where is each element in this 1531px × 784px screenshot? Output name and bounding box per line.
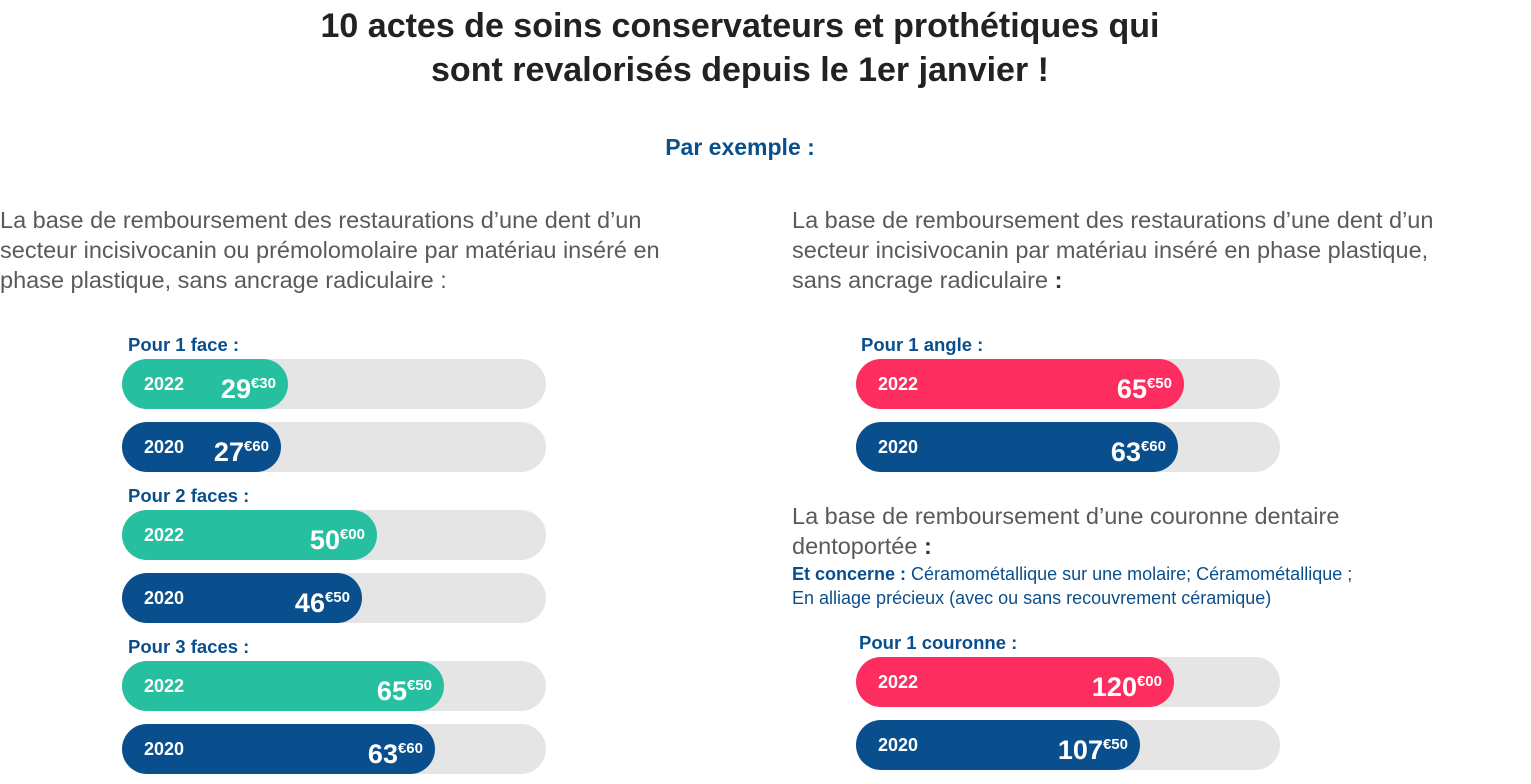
right-description-colon: : (1048, 267, 1063, 293)
bar-year-label: 2020 (878, 437, 919, 457)
bar-2022: 2022 65€50 (122, 661, 444, 711)
bar-track: 2020 27€60 (122, 422, 546, 472)
bar-value-cents: €50 (324, 589, 350, 606)
bar-value-cents: €50 (1146, 375, 1172, 392)
bar-value-cents: €60 (243, 438, 269, 455)
bar-value-label: 46€50 (295, 573, 350, 633)
bar-track: 2022 50€00 (122, 510, 546, 560)
bar-value-integer: 63 (1110, 437, 1141, 467)
crown-note-line-2: En alliage précieux (avec ou sans recouv… (792, 588, 1272, 608)
bar-value-label: 65€50 (377, 661, 432, 721)
title-line-2: sont revalorisés depuis le 1er janvier ! (431, 51, 1049, 89)
crown-note-label: Et concerne : (792, 564, 907, 584)
group-label: Pour 3 faces : (128, 636, 250, 657)
bar-track: 2020 63€60 (122, 724, 546, 774)
bar-value-label: 29€30 (221, 359, 276, 419)
bar-value-integer: 120 (1091, 672, 1137, 702)
bar-year-label: 2022 (144, 374, 185, 394)
bar-year-label: 2022 (144, 676, 185, 696)
bar-2020: 2020 63€60 (856, 422, 1178, 472)
crown-description: La base de remboursement d’une couronne … (792, 501, 1339, 561)
bar-2022: 2022 50€00 (122, 510, 377, 560)
bar-value-cents: €50 (406, 677, 432, 694)
bar-2020: 2020 27€60 (122, 422, 281, 472)
bar-value-label: 50€00 (310, 510, 365, 570)
right-description-line-2: secteur incisivocanin par matériau insér… (792, 237, 1429, 263)
group-label: Pour 1 couronne : (859, 632, 1018, 653)
bar-track: 2020 107€50 (856, 720, 1280, 770)
bar-value-label: 27€60 (214, 422, 269, 482)
page-title: 10 actes de soins conservateurs et proth… (0, 4, 1480, 92)
bar-value-cents: €00 (1136, 673, 1162, 690)
bar-2020: 2020 46€50 (122, 573, 362, 623)
group-label: Pour 1 face : (128, 334, 240, 355)
bar-track: 2022 65€50 (122, 661, 546, 711)
bar-year-label: 2022 (144, 525, 185, 545)
bar-year-label: 2022 (878, 374, 919, 394)
bar-value-label: 120€00 (1092, 657, 1162, 717)
bar-2022: 2022 65€50 (856, 359, 1184, 409)
bar-value-integer: 29 (220, 374, 251, 404)
bar-value-integer: 63 (367, 739, 398, 769)
bar-2020: 2020 107€50 (856, 720, 1140, 770)
bar-value-cents: €30 (250, 375, 276, 392)
example-label: Par exemple : (665, 134, 815, 160)
bar-track: 2022 29€30 (122, 359, 546, 409)
bar-year-label: 2020 (144, 437, 185, 457)
title-line-1: 10 actes de soins conservateurs et proth… (320, 7, 1160, 45)
bar-value-integer: 107 (1057, 735, 1103, 765)
bar-year-label: 2020 (878, 735, 919, 755)
crown-description-line-2-text: dentoportée (792, 533, 918, 559)
left-description-line-3: phase plastique, sans ancrage radiculair… (0, 267, 447, 293)
right-description-line-3: sans ancrage radiculaire : (792, 265, 1433, 295)
bar-2022: 2022 120€00 (856, 657, 1174, 707)
crown-description-line-2: dentoportée : (792, 531, 1339, 561)
left-description-line-2: secteur incisivocanin ou prémolomolaire … (0, 237, 660, 263)
bar-2020: 2020 63€60 (122, 724, 435, 774)
left-description-line-1: La base de remboursement des restauratio… (0, 207, 642, 233)
group-label: Pour 1 angle : (861, 334, 984, 355)
group-label: Pour 2 faces : (128, 485, 250, 506)
crown-note-line-1-text: Céramométallique sur une molaire; Céramo… (906, 564, 1353, 584)
bar-value-cents: €50 (1102, 736, 1128, 753)
bar-value-integer: 65 (1116, 374, 1147, 404)
right-description-line-1: La base de remboursement des restauratio… (792, 207, 1434, 233)
bar-track: 2020 63€60 (856, 422, 1280, 472)
bar-value-integer: 46 (294, 588, 325, 618)
crown-note: Et concerne : Céramométallique sur une m… (792, 562, 1352, 610)
bar-year-label: 2022 (878, 672, 919, 692)
bar-year-label: 2020 (144, 739, 185, 759)
bar-value-cents: €00 (339, 526, 365, 543)
crown-description-line-1: La base de remboursement d’une couronne … (792, 503, 1340, 529)
bar-2022: 2022 29€30 (122, 359, 288, 409)
bar-track: 2022 120€00 (856, 657, 1280, 707)
bar-value-cents: €60 (397, 740, 423, 757)
right-description: La base de remboursement des restauratio… (792, 205, 1433, 295)
bar-year-label: 2020 (144, 588, 185, 608)
bar-track: 2020 46€50 (122, 573, 546, 623)
bar-value-integer: 27 (213, 437, 244, 467)
bar-value-integer: 65 (376, 676, 407, 706)
bar-value-label: 63€60 (368, 724, 423, 784)
bar-value-integer: 50 (309, 525, 340, 555)
bar-value-label: 65€50 (1117, 359, 1172, 419)
crown-description-colon: : (917, 533, 932, 559)
crown-note-line-1: Et concerne : Céramométallique sur une m… (792, 562, 1352, 586)
bar-track: 2022 65€50 (856, 359, 1280, 409)
bar-value-label: 63€60 (1111, 422, 1166, 482)
bar-value-label: 107€50 (1058, 720, 1128, 780)
right-description-line-3-text: sans ancrage radiculaire (792, 267, 1049, 293)
bar-value-cents: €60 (1140, 438, 1166, 455)
left-description: La base de remboursement des restauratio… (0, 205, 660, 295)
